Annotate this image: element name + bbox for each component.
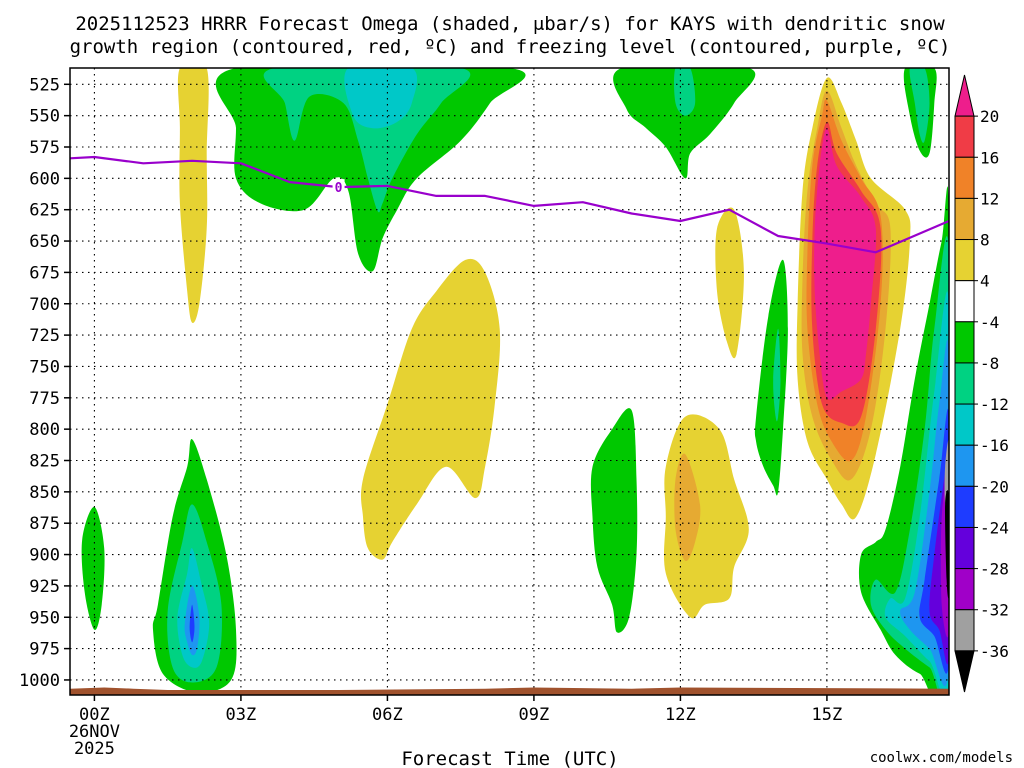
omega-region-updraft-11z [590, 408, 638, 633]
colorbar-bin--32-to--36 [954, 609, 975, 652]
y-tick-label-825: 825 [29, 452, 60, 472]
colorbar-bin-bottom-arrow [954, 650, 975, 693]
colorbar-label-8: 8 [980, 231, 990, 250]
x-tick-label-12: 12Z [665, 705, 696, 725]
colorbar-label--16: -16 [980, 436, 1009, 455]
colorbar-bin--16-to--20 [954, 444, 975, 487]
freezing-level-layer: 0 [69, 155, 950, 254]
colorbar-bin--8-to--12 [954, 362, 975, 405]
y-tick-label-925: 925 [29, 577, 60, 597]
y-tick-label-525: 525 [29, 75, 60, 95]
x-tick-label-15: 15Z [812, 705, 843, 725]
chart-title-line2: growth region (contoured, red, ºC) and f… [70, 36, 951, 58]
y-tick-label-600: 600 [29, 169, 60, 189]
colorbar-bin-top-arrow [954, 74, 975, 117]
x-tick-label-3: 03Z [226, 705, 257, 725]
y-tick-label-550: 550 [29, 107, 60, 127]
plot-area: 0 [69, 67, 950, 696]
terrain-layer [70, 687, 949, 695]
omega-region-updraft-right-low-36 [945, 490, 949, 599]
y-tick-label-700: 700 [29, 295, 60, 315]
omega-region-subsidence-mid-band [360, 258, 501, 560]
y-tick-label-1000: 1000 [19, 671, 60, 691]
omega-region-updraft-14z-strip [754, 259, 788, 496]
omega-region-updraft-02z-20 [189, 604, 195, 643]
freezing-level-line [69, 155, 950, 254]
y-axis-pressure: 525 550 575 600 625 650 675 700 725 750 775 800 825 8… [19, 75, 70, 691]
freezing-level-label-bg [332, 179, 345, 195]
y-tick-label-725: 725 [29, 326, 60, 346]
y-tick-label-675: 675 [29, 263, 60, 283]
colorbar-bin-16-to-12 [954, 156, 975, 199]
omega-region-updraft-right-upper-core [909, 68, 930, 143]
y-tick-label-625: 625 [29, 201, 60, 221]
colorbar-label--28: -28 [980, 560, 1009, 579]
colorbar-label--8: -8 [980, 354, 999, 373]
y-tick-label-750: 750 [29, 357, 60, 377]
credit-text: coolwx.com/models [870, 750, 1013, 766]
y-tick-label-900: 900 [29, 546, 60, 566]
x-tick-label-9: 09Z [519, 705, 550, 725]
omega-region-updraft-mid-upper-core [674, 68, 696, 116]
omega-region-updraft-main-upper-peak [344, 68, 418, 129]
x-tick-label-6: 06Z [372, 705, 403, 725]
y-tick-label-775: 775 [29, 389, 60, 409]
colorbar-label--24: -24 [980, 518, 1009, 537]
colorbar-label-20: 20 [980, 107, 999, 126]
colorbar-bin-20-to-16 [954, 115, 975, 158]
omega-region-sinking-15z-24 [814, 128, 877, 400]
y-tick-label-950: 950 [29, 608, 60, 628]
colorbar-bin--24-to--28 [954, 526, 975, 570]
omega-shaded-regions [81, 68, 949, 695]
colorbar-label--36: -36 [980, 642, 1009, 661]
gridlines [70, 68, 949, 695]
x-tick-year-label: 2025 [74, 739, 115, 759]
plot-frame [69, 67, 950, 696]
omega-region-subsidence-small-13z [715, 207, 744, 359]
colorbar-label--12: -12 [980, 395, 1009, 414]
omega-region-updraft-main-upper-core [263, 68, 471, 213]
colorbar-label-4: 4 [980, 272, 990, 291]
colorbar-bin-4-to--4 [954, 280, 975, 323]
omega-region-subsidence-strip-left [177, 68, 209, 324]
y-tick-label-975: 975 [29, 640, 60, 660]
freezing-level-label: 0 [335, 181, 343, 196]
y-tick-label-875: 875 [29, 514, 60, 534]
y-tick-label-850: 850 [29, 483, 60, 503]
omega-region-updraft-00z [81, 506, 105, 631]
colorbar: 20 16 12 8 4 -4 -8 -12 -16 -20 -24 -28 -32 -36 [954, 74, 1009, 693]
colorbar-label--32: -32 [980, 601, 1009, 620]
y-tick-label-575: 575 [29, 138, 60, 158]
omega-region-subsidence-12z-low-core [674, 453, 701, 562]
colorbar-bin--12-to--16 [954, 403, 975, 446]
y-tick-label-800: 800 [29, 420, 60, 440]
omega-region-updraft-mid-upper [613, 68, 756, 179]
x-axis-label: Forecast Time (UTC) [401, 748, 618, 768]
colorbar-label--20: -20 [980, 477, 1009, 496]
chart-title-line1: 2025112523 HRRR Forecast Omega (shaded, … [75, 13, 945, 35]
colorbar-bin--20-to--24 [954, 485, 975, 528]
x-tick-label-0: 00Z [79, 705, 110, 725]
colorbar-label--4: -4 [980, 313, 999, 332]
colorbar-label-16: 16 [980, 148, 999, 167]
colorbar-label-12: 12 [980, 189, 999, 208]
x-tick-date-label: 26NOV [69, 722, 120, 742]
colorbar-bin-8-to-4 [954, 239, 975, 282]
terrain-surface [70, 687, 949, 695]
colorbar-bin--4-to--8 [954, 321, 975, 364]
y-tick-label-650: 650 [29, 232, 60, 252]
colorbar-bin--28-to--32 [954, 568, 975, 611]
colorbar-bin-12-to-8 [954, 197, 975, 241]
